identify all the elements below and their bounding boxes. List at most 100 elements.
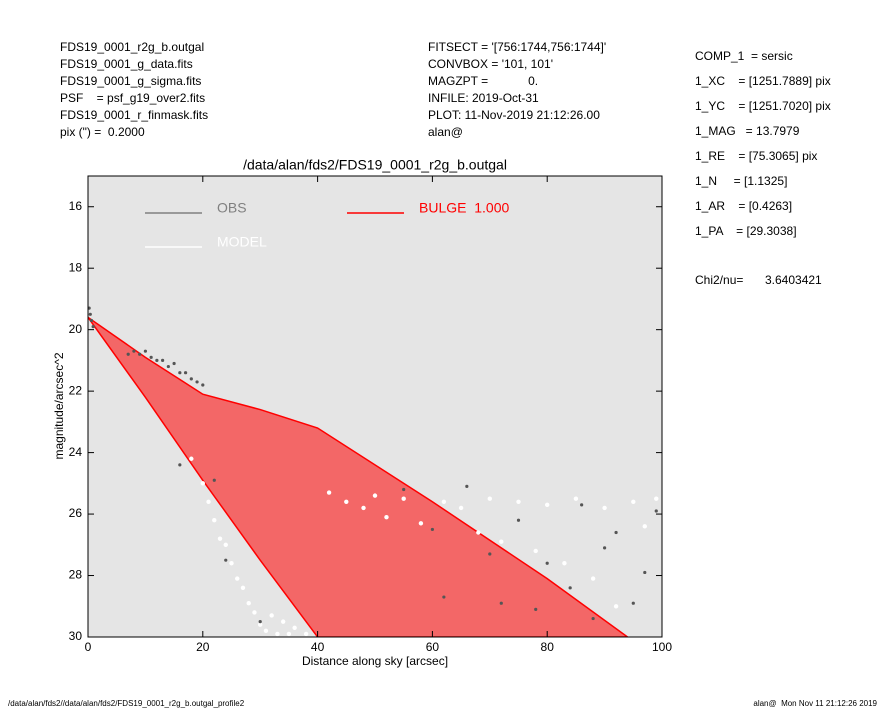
data-point xyxy=(430,527,434,532)
data-point xyxy=(562,561,567,566)
data-point xyxy=(258,620,262,624)
data-point xyxy=(602,505,607,511)
data-point xyxy=(246,600,251,606)
data-point xyxy=(361,505,366,511)
data-point xyxy=(229,561,234,566)
plot-area xyxy=(88,306,659,637)
data-point xyxy=(161,358,165,362)
chart-title: /data/alan/fds2/FDS19_0001_r2g_b.outgal xyxy=(243,157,507,173)
x-tick-label: 60 xyxy=(426,640,440,654)
data-point xyxy=(178,371,182,375)
chi2-label: Chi2/nu= xyxy=(695,273,743,287)
data-point xyxy=(240,585,246,591)
header-left-line: PSF = psf_g19_over2.fits xyxy=(60,91,205,105)
parameter-line: 1_PA = [29.3038] xyxy=(695,224,797,238)
data-point xyxy=(89,318,94,323)
plot-frame xyxy=(87,175,663,638)
data-point xyxy=(384,514,389,520)
data-point xyxy=(401,496,406,501)
data-point xyxy=(235,576,240,581)
parameter-line: 1_MAG = 13.7979 xyxy=(695,124,800,138)
data-point xyxy=(476,530,481,535)
x-tick-label: 20 xyxy=(196,640,210,654)
footer-left: /data/alan/fds2//data/alan/fds2/FDS19_00… xyxy=(8,699,245,708)
data-point xyxy=(545,502,550,508)
data-point xyxy=(269,613,274,618)
data-point xyxy=(292,625,297,630)
data-point xyxy=(303,631,309,637)
data-point xyxy=(458,505,464,511)
data-point xyxy=(614,530,618,535)
y-tick-label: 20 xyxy=(69,322,83,336)
y-tick-label: 18 xyxy=(69,260,83,274)
data-point xyxy=(155,358,159,362)
data-point xyxy=(189,377,193,381)
data-point xyxy=(178,463,182,467)
data-point xyxy=(643,570,647,575)
data-point xyxy=(442,595,446,599)
y-tick-label: 28 xyxy=(69,568,83,582)
y-tick-label: 30 xyxy=(69,629,83,643)
data-point xyxy=(487,496,492,501)
y-tick-label: 22 xyxy=(69,383,83,397)
x-tick-label: 100 xyxy=(652,640,672,654)
data-point xyxy=(195,380,199,384)
data-point xyxy=(603,546,607,550)
legend-label: BULGE 1.000 xyxy=(419,200,509,216)
y-tick-label: 26 xyxy=(69,506,83,520)
data-point xyxy=(126,352,130,356)
header-middle-line: alan@ xyxy=(428,125,463,139)
data-point xyxy=(499,601,503,605)
data-point xyxy=(280,619,286,624)
y-tick-label: 16 xyxy=(69,199,83,213)
parameter-line: 1_RE = [75.3065] pix xyxy=(695,149,817,163)
header-middle-line: INFILE: 2019-Oct-31 xyxy=(428,91,539,105)
data-point xyxy=(224,558,228,562)
data-point xyxy=(591,616,595,621)
data-point xyxy=(654,509,658,513)
data-point xyxy=(88,312,92,316)
data-point xyxy=(545,561,549,565)
footer-right: alan@ Mon Nov 11 21:12:26 2019 xyxy=(753,699,877,708)
data-point xyxy=(418,521,424,526)
y-axis-label: magnitude/arcsec^2 xyxy=(52,352,66,459)
data-point xyxy=(465,484,469,489)
bulge-band xyxy=(88,316,629,637)
header-left-line: FDS19_0001_g_data.fits xyxy=(60,57,193,71)
legend-label: MODEL xyxy=(217,234,267,250)
header-middle-line: FITSECT = '[756:1744,756:1744]' xyxy=(428,40,606,54)
legend-label: OBS xyxy=(217,200,247,216)
data-point xyxy=(613,604,619,609)
data-point xyxy=(212,518,217,523)
data-point xyxy=(212,478,216,482)
parameter-line: COMP_1 = sersic xyxy=(695,49,793,63)
data-point xyxy=(166,364,170,369)
data-point xyxy=(441,499,447,504)
data-point xyxy=(568,586,572,590)
chi2-value: 3.6403421 xyxy=(765,273,822,287)
data-point xyxy=(223,542,228,547)
data-point xyxy=(488,552,492,556)
x-axis-label: Distance along sky [arcsec] xyxy=(302,654,448,668)
data-point xyxy=(200,481,205,486)
y-tick-label: 24 xyxy=(69,445,83,459)
data-point xyxy=(206,499,211,504)
x-tick-label: 80 xyxy=(541,640,555,654)
data-point xyxy=(88,306,91,310)
data-point xyxy=(631,601,635,605)
data-point xyxy=(631,499,636,504)
parameter-line: 1_XC = [1251.7889] pix xyxy=(695,74,831,88)
parameter-line: 1_YC = [1251.7020] pix xyxy=(695,99,831,113)
data-point xyxy=(143,349,147,353)
header-middle-line: MAGZPT = 0. xyxy=(428,74,538,88)
data-point xyxy=(286,631,292,637)
data-point xyxy=(172,361,176,366)
data-point xyxy=(580,503,584,507)
data-point xyxy=(573,496,579,501)
header-middle-line: PLOT: 11-Nov-2019 21:12:26.00 xyxy=(428,108,600,122)
data-point xyxy=(252,610,257,615)
x-tick-label: 40 xyxy=(311,640,325,654)
data-point xyxy=(149,355,153,359)
data-point xyxy=(344,499,349,504)
